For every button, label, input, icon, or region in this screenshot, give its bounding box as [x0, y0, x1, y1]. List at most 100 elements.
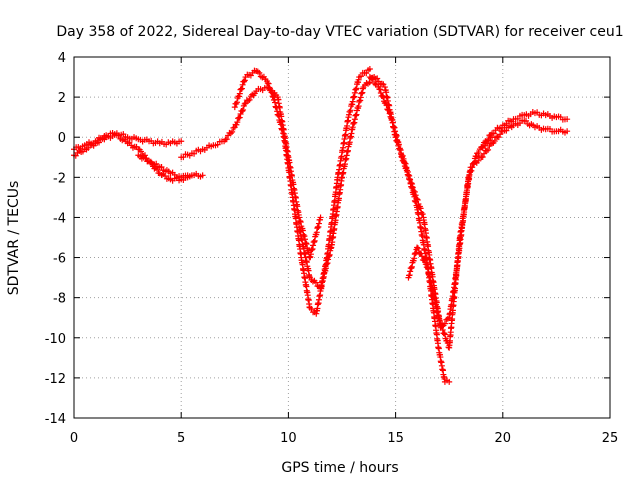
- trace-marker: [385, 107, 392, 114]
- trace-marker: [236, 93, 243, 100]
- trace-marker: [165, 175, 172, 182]
- trace-marker: [479, 154, 486, 161]
- y-tick-label: -8: [53, 292, 66, 307]
- trace-marker: [241, 100, 248, 107]
- trace-marker: [186, 152, 193, 159]
- trace-marker: [383, 102, 390, 109]
- trace-marker: [186, 173, 193, 180]
- trace-marker: [85, 144, 92, 151]
- trace-marker: [79, 148, 86, 155]
- trace-marker: [265, 80, 272, 87]
- trace-marker: [561, 129, 568, 136]
- trace-marker: [485, 146, 492, 153]
- trace-marker: [197, 148, 204, 155]
- x-tick-label: 10: [280, 431, 297, 446]
- trace-marker: [487, 131, 494, 138]
- trace-marker: [419, 211, 426, 218]
- series-track-8: [405, 117, 571, 351]
- trace-marker: [349, 126, 356, 133]
- trace-marker: [483, 147, 490, 154]
- trace-marker: [158, 164, 165, 171]
- trace-marker: [365, 67, 372, 74]
- trace-marker: [497, 131, 504, 138]
- trace-marker: [415, 245, 422, 252]
- plot-frame: [73, 56, 611, 419]
- trace-marker: [234, 119, 241, 126]
- trace-marker: [418, 253, 425, 260]
- trace-marker: [327, 245, 334, 252]
- trace-marker: [256, 69, 263, 76]
- trace-marker: [408, 180, 415, 187]
- trace-marker: [143, 136, 150, 143]
- trace-marker: [369, 76, 376, 83]
- trace-marker: [111, 131, 118, 138]
- trace-marker: [223, 136, 230, 143]
- trace-marker: [398, 153, 405, 160]
- trace-marker: [363, 70, 370, 77]
- trace-marker: [469, 164, 476, 171]
- trace-marker: [249, 91, 256, 98]
- trace-marker: [233, 99, 240, 106]
- trace-marker: [214, 141, 221, 148]
- y-tick-label: 2: [58, 91, 66, 106]
- trace-marker: [239, 81, 246, 88]
- trace-marker: [90, 140, 97, 147]
- trace-marker: [355, 76, 362, 83]
- trace-marker: [359, 85, 366, 92]
- trace-marker: [435, 312, 442, 319]
- trace-marker: [306, 273, 313, 280]
- trace-marker: [561, 116, 568, 123]
- y-tick-label: -4: [53, 211, 66, 226]
- y-axis-label: SDTVAR / TECUs: [6, 181, 22, 296]
- y-tick-label: 0: [58, 131, 66, 146]
- trace-marker: [386, 110, 393, 117]
- trace-marker: [155, 170, 162, 177]
- trace-marker: [481, 150, 488, 157]
- trace-marker: [411, 188, 418, 195]
- trace-marker: [490, 130, 497, 137]
- chart-title: Day 358 of 2022, Sidereal Day-to-day VTE…: [56, 24, 623, 40]
- trace-marker: [508, 118, 515, 125]
- trace-marker: [441, 331, 448, 338]
- trace-marker: [133, 135, 140, 142]
- series-track-9: [478, 109, 571, 151]
- trace-marker: [79, 143, 86, 150]
- trace-marker: [401, 158, 408, 165]
- data-point: [409, 184, 416, 191]
- trace-marker: [523, 117, 530, 124]
- y-tick-label: -6: [53, 252, 66, 267]
- trace-marker: [380, 81, 387, 88]
- trace-marker: [436, 318, 443, 325]
- data-point: [231, 104, 238, 111]
- trace-marker: [218, 138, 225, 145]
- trace-marker: [503, 127, 510, 134]
- trace-marker: [317, 216, 324, 223]
- trace-marker: [481, 139, 488, 146]
- trace-marker: [530, 122, 537, 129]
- series-track-3: [135, 152, 206, 181]
- trace-marker: [439, 323, 446, 330]
- trace-marker: [435, 344, 442, 351]
- trace-marker: [377, 86, 384, 93]
- trace-marker: [417, 205, 424, 212]
- x-tick-label: 5: [177, 431, 185, 446]
- trace-marker: [236, 114, 243, 121]
- trace-marker: [251, 90, 258, 97]
- trace-marker: [444, 377, 451, 384]
- trace-marker: [239, 108, 246, 115]
- x-tick-label: 25: [602, 431, 619, 446]
- trace-marker: [251, 67, 258, 74]
- trace-marker: [412, 192, 419, 199]
- trace-marker: [380, 94, 387, 101]
- trace-marker: [491, 138, 498, 145]
- series-track-2: [71, 129, 185, 153]
- trace-marker: [379, 92, 386, 99]
- series-track-5: [231, 66, 373, 317]
- x-tick-label: 15: [387, 431, 404, 446]
- trace-marker: [147, 158, 154, 165]
- trace-marker: [280, 133, 287, 140]
- trace-marker: [436, 315, 443, 322]
- trace-marker: [268, 88, 275, 95]
